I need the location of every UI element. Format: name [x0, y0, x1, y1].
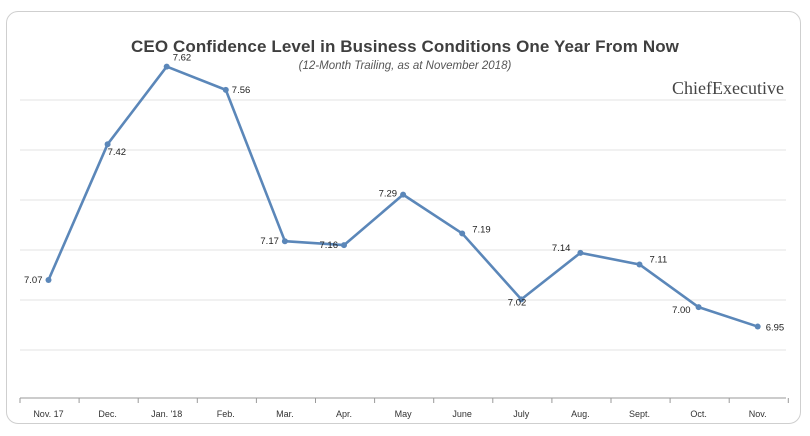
data-label: 7.00	[672, 305, 691, 316]
data-point	[281, 238, 288, 245]
data-point	[459, 230, 466, 237]
chart-subtitle: (12-Month Trailing, as at November 2018)	[298, 60, 512, 72]
data-point	[518, 296, 525, 303]
data-label: 7.17	[260, 236, 279, 247]
data-label: 7.42	[108, 147, 127, 158]
x-tick-label: Mar.	[276, 409, 294, 419]
data-label: 7.07	[24, 275, 43, 286]
x-tick-label: Dec.	[98, 409, 117, 419]
data-label: 7.16	[320, 240, 339, 251]
data-label: 7.56	[232, 85, 251, 96]
data-point	[695, 304, 702, 311]
x-tick-label: Nov.	[749, 409, 767, 419]
data-point	[104, 141, 111, 148]
x-tick-label: May	[395, 409, 413, 419]
x-tick-label: Aug.	[571, 409, 590, 419]
brand-logo: ChiefExecutive	[672, 78, 784, 98]
chart-title: CEO Confidence Level in Business Conditi…	[131, 37, 679, 56]
x-tick-label: Apr.	[336, 409, 352, 419]
x-tick-label: Jan. '18	[151, 409, 182, 419]
data-label: 7.02	[508, 297, 527, 308]
data-label: 7.19	[472, 224, 491, 235]
data-label: 7.62	[173, 53, 192, 64]
data-label: 7.14	[552, 243, 571, 254]
data-label: 7.29	[379, 189, 398, 200]
x-tick-label: July	[513, 409, 530, 419]
data-point	[45, 277, 52, 283]
x-tick-label: June	[452, 409, 472, 419]
data-label: 7.11	[650, 254, 668, 265]
x-tick-label: Feb.	[217, 409, 235, 419]
data-point	[400, 191, 407, 198]
data-point	[754, 323, 761, 330]
data-point	[577, 249, 584, 256]
data-point	[341, 242, 347, 249]
data-label: 6.95	[766, 323, 785, 334]
x-tick-label: Oct.	[690, 409, 707, 419]
chart-frame	[6, 11, 801, 424]
x-tick-label: Sept.	[629, 409, 650, 419]
data-point	[163, 63, 170, 70]
x-tick-label: Nov. 17	[33, 409, 63, 419]
data-point	[222, 86, 229, 93]
data-point	[636, 261, 643, 268]
